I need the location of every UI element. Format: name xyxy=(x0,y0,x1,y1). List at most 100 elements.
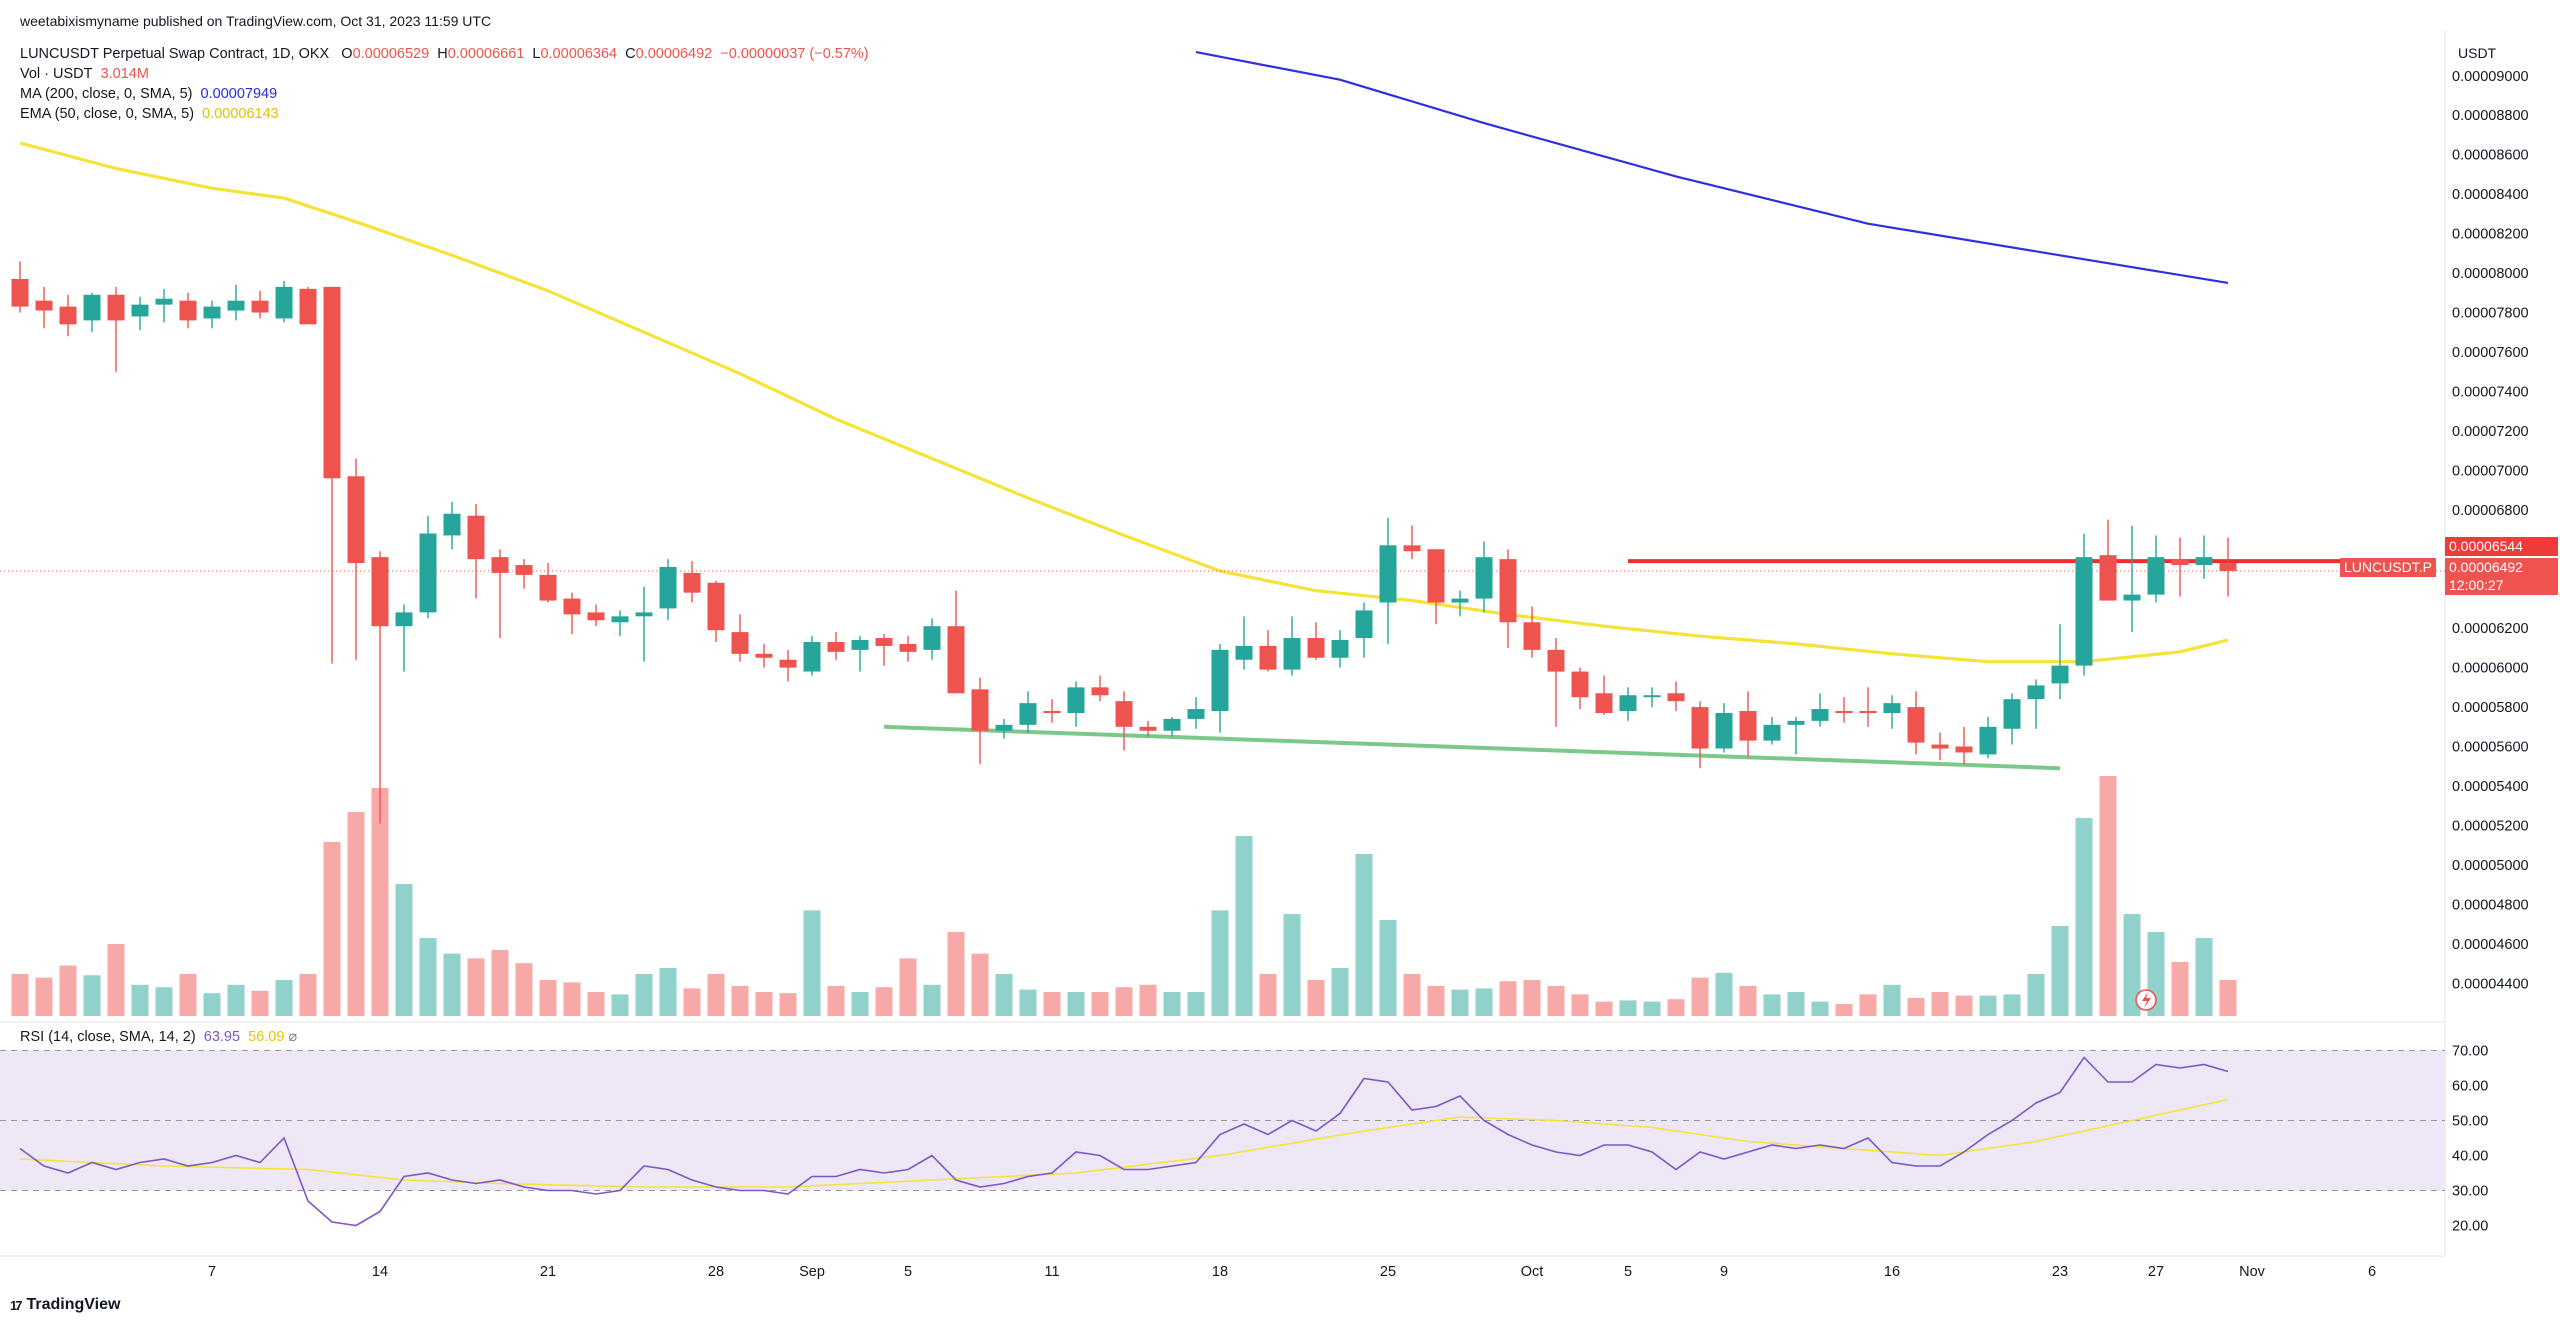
volume-bar xyxy=(419,938,437,1016)
candle-body xyxy=(227,300,245,311)
rsi-legend[interactable]: RSI (14, close, SMA, 14, 2) 63.95 56.09 … xyxy=(20,1028,297,1046)
volume-bar xyxy=(1859,994,1877,1016)
time-tick-label: 16 xyxy=(1884,1264,1900,1280)
volume-bar xyxy=(995,974,1013,1016)
volume-bar xyxy=(1811,1001,1829,1016)
lightning-icon[interactable] xyxy=(2135,989,2157,1011)
hide-icon[interactable]: ⌀ xyxy=(288,1029,298,1045)
candle-body xyxy=(2219,563,2237,571)
volume-bar xyxy=(1307,980,1325,1016)
candle-body xyxy=(395,612,413,627)
candle-body xyxy=(1427,549,1445,603)
volume-bar xyxy=(1739,986,1757,1016)
candle-body xyxy=(1787,720,1805,725)
volume-bar xyxy=(1763,994,1781,1016)
ma-legend[interactable]: MA (200, close, 0, SMA, 5) 0.00007949 xyxy=(20,85,277,103)
rsi-axis-ticks: 70.00 60.00 50.00 40.00 30.00 20.00 xyxy=(2452,1044,2488,1235)
volume-bar xyxy=(467,958,485,1016)
volume-bar xyxy=(659,968,677,1016)
volume-bar xyxy=(947,932,965,1016)
candle-body xyxy=(635,612,653,617)
time-tick-label: 14 xyxy=(372,1264,388,1280)
volume-legend[interactable]: Vol · USDT 3.014M xyxy=(20,65,149,83)
ohlc-high: 0.00006661 xyxy=(447,46,525,62)
candle-body xyxy=(2075,557,2093,666)
last-price-tag: 0.00006492 xyxy=(2445,558,2558,577)
volume-bar xyxy=(11,974,29,1016)
candle-body xyxy=(1307,638,1325,658)
time-tick-label: 23 xyxy=(2052,1264,2068,1280)
volume-bar xyxy=(1619,1000,1637,1016)
volume-bar xyxy=(59,965,77,1016)
time-tick-label: 9 xyxy=(1720,1264,1728,1280)
candle-body xyxy=(683,572,701,593)
countdown-tag: 12:00:27 xyxy=(2445,576,2558,595)
ohlc-low: 0.00006364 xyxy=(540,46,618,62)
volume-bar xyxy=(1043,992,1061,1016)
volume-bar xyxy=(2099,776,2117,1016)
candle-body xyxy=(2003,699,2021,729)
rsi-tick-label: 70.00 xyxy=(2452,1044,2488,1060)
rsi-tick-label: 20.00 xyxy=(2452,1219,2488,1235)
candle-body xyxy=(1067,687,1085,713)
candle-body xyxy=(659,567,677,609)
candle-body xyxy=(107,294,125,321)
volume-bar xyxy=(1403,974,1421,1016)
symbol-header: LUNCUSDT Perpetual Swap Contract, 1D, OK… xyxy=(20,45,869,63)
price-tick-label: 0.00004600 xyxy=(2452,937,2529,953)
volume-bar xyxy=(1331,968,1349,1016)
rsi-tick-label: 40.00 xyxy=(2452,1149,2488,1165)
candle-body xyxy=(899,643,917,652)
candle-body xyxy=(11,278,29,307)
volume-bar xyxy=(635,974,653,1016)
price-tick-label: 0.00005200 xyxy=(2452,818,2529,834)
volume-bar xyxy=(131,984,149,1016)
volume-bar xyxy=(1259,974,1277,1016)
candle-body xyxy=(1451,598,1469,603)
candle-body xyxy=(2099,555,2117,601)
volume-bar xyxy=(1475,988,1493,1016)
candle-body xyxy=(2195,557,2213,566)
candle-body xyxy=(803,641,821,672)
rsi-sma-line xyxy=(19,1098,2229,1188)
candle-body xyxy=(1811,709,1829,721)
price-tick-label: 0.00005600 xyxy=(2452,740,2529,756)
published-line: weetabixismyname published on TradingVie… xyxy=(20,13,492,29)
volume-bar xyxy=(1715,972,1733,1016)
volume-bar xyxy=(611,994,629,1016)
candle-body xyxy=(419,533,437,613)
price-tick-label: 0.00008400 xyxy=(2452,187,2529,203)
price-tick-label: 0.00007600 xyxy=(2452,345,2529,361)
candle-body xyxy=(1283,638,1301,670)
volume-bar xyxy=(587,992,605,1016)
time-tick-label: 25 xyxy=(1380,1264,1396,1280)
candle-body xyxy=(755,653,773,658)
ema-legend[interactable]: EMA (50, close, 0, SMA, 5) 0.00006143 xyxy=(20,105,279,123)
candle-body xyxy=(1979,726,1997,755)
symbol-title[interactable]: LUNCUSDT Perpetual Swap Contract, 1D, OK… xyxy=(20,46,330,62)
volume-bar xyxy=(371,788,389,1016)
time-tick-label: 11 xyxy=(1044,1264,1059,1280)
volume-bar xyxy=(443,953,461,1016)
support-trendline[interactable] xyxy=(883,724,2061,771)
volume-bar xyxy=(1931,992,1949,1016)
tradingview-logo-icon: 17 xyxy=(10,1297,23,1313)
volume-bar xyxy=(1547,986,1565,1016)
volume-bar xyxy=(1139,984,1157,1016)
candle-body xyxy=(971,689,989,731)
volume-bar xyxy=(803,910,821,1016)
ema-50-line xyxy=(19,141,2229,664)
candle-body xyxy=(2171,559,2189,566)
volume-bar xyxy=(2075,818,2093,1016)
volume-bar xyxy=(1091,992,1109,1016)
candle-body xyxy=(1403,545,1421,552)
candle-body xyxy=(1595,693,1613,713)
time-tick-label: Nov xyxy=(2239,1264,2266,1280)
candle-body xyxy=(1619,695,1637,712)
volume-bar xyxy=(515,963,533,1016)
volume-bar xyxy=(1835,1004,1853,1016)
tradingview-logo[interactable]: 17 TradingView xyxy=(10,1296,120,1314)
rsi-tick-label: 30.00 xyxy=(2452,1184,2488,1200)
volume-value: 3.014M xyxy=(100,66,149,82)
volume-bar xyxy=(1379,920,1397,1016)
